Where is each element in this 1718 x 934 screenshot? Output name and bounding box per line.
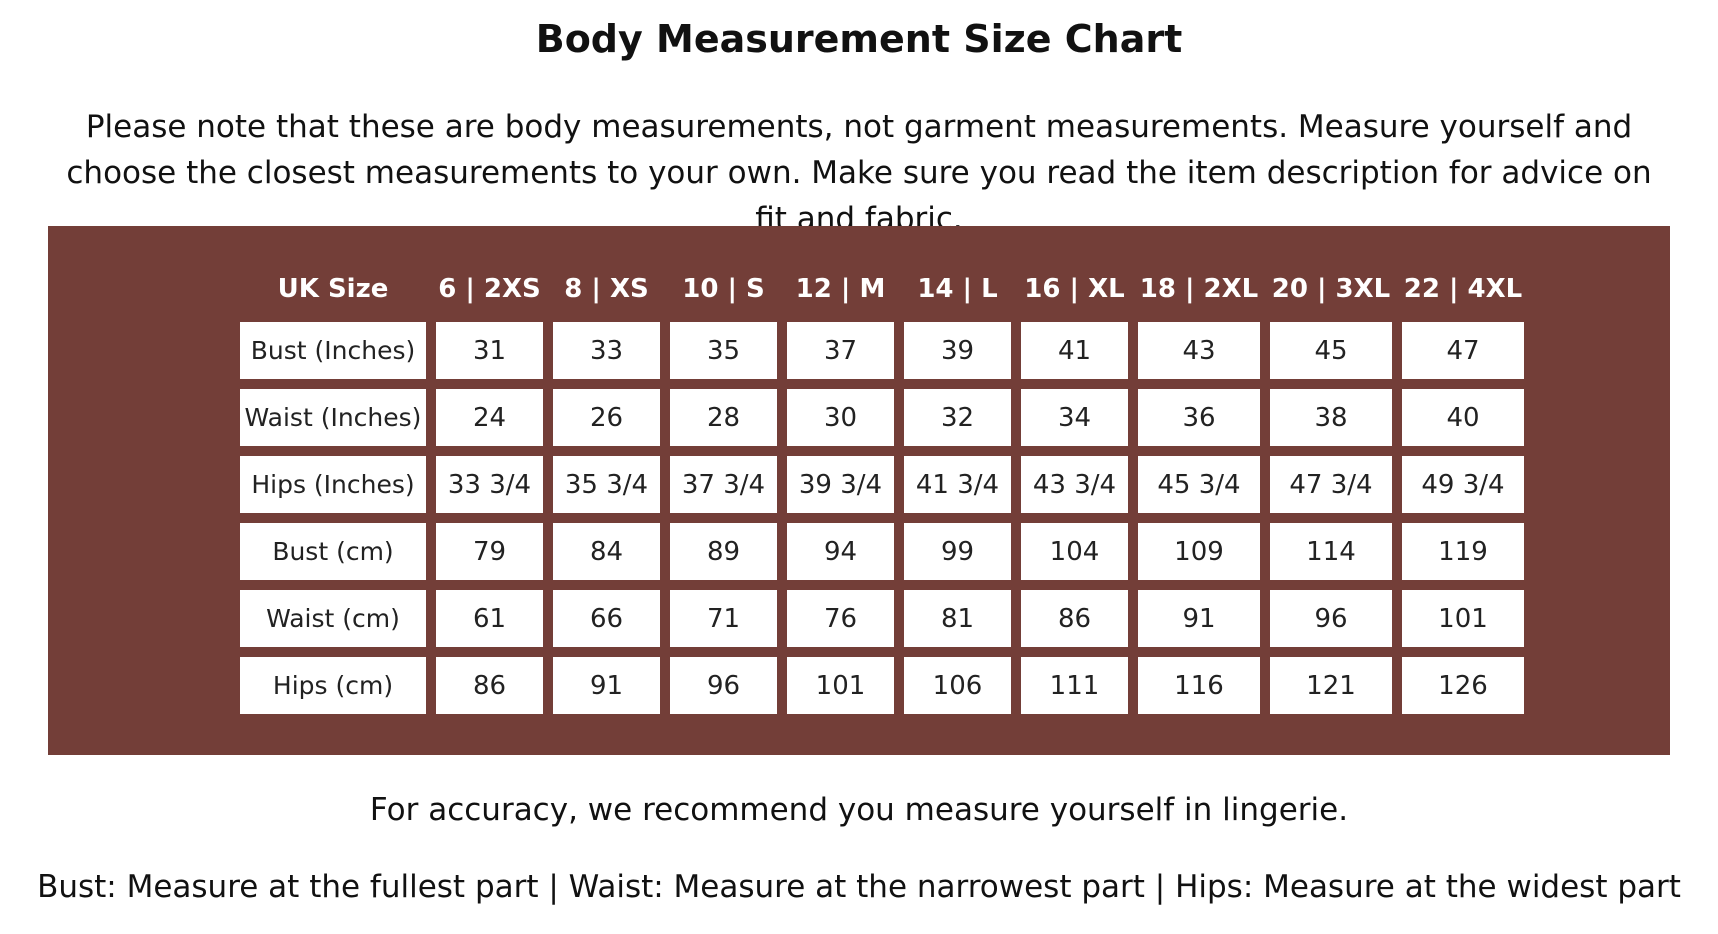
size-chart-table: UK Size 6 | 2XS 8 | XS 10 | S 12 | M 14 … [230,256,1534,724]
table-row: Hips (Inches) 33 3/4 35 3/4 37 3/4 39 3/… [240,456,1524,513]
table-cell: 47 [1402,322,1524,379]
table-cell: 96 [1270,590,1392,647]
table-cell: 96 [670,657,777,714]
table-cell: 91 [553,657,660,714]
header-cell-size: 16 | XL [1024,274,1125,304]
header-cell-size: 12 | M [795,274,886,304]
header-cell-size: 14 | L [917,274,998,304]
table-row: Bust (Inches) 31 33 35 37 39 41 43 45 47 [240,322,1524,379]
table-cell: 40 [1402,389,1524,446]
table-cell: 41 [1021,322,1128,379]
table-row: Hips (cm) 86 91 96 101 106 111 116 121 1… [240,657,1524,714]
header-cell-uk-size: UK Size [277,274,389,304]
table-cell: 81 [904,590,1011,647]
table-cell: 79 [436,523,543,580]
table-cell: 49 3/4 [1402,456,1524,513]
table-cell: 37 [787,322,894,379]
table-cell: 26 [553,389,660,446]
table-row: Bust (cm) 79 84 89 94 99 104 109 114 119 [240,523,1524,580]
table-cell: 99 [904,523,1011,580]
table-cell: 106 [904,657,1011,714]
table-row: Waist (Inches) 24 26 28 30 32 34 36 38 4… [240,389,1524,446]
measuring-guide: Bust: Measure at the fullest part | Wais… [37,869,1681,905]
table-cell: 31 [436,322,543,379]
table-cell: 30 [787,389,894,446]
page-title: Body Measurement Size Chart [535,17,1183,61]
table-header-row: UK Size 6 | 2XS 8 | XS 10 | S 12 | M 14 … [240,266,1524,312]
table-cell: 91 [1138,590,1260,647]
table-cell: 33 3/4 [436,456,543,513]
table-cell: 101 [1402,590,1524,647]
table-cell: 41 3/4 [904,456,1011,513]
intro-text: Please note that these are body measurem… [66,109,1652,237]
header-cell-size: 8 | XS [564,274,649,304]
row-label: Bust (cm) [240,523,426,580]
table-cell: 101 [787,657,894,714]
table-cell: 34 [1021,389,1128,446]
table-cell: 35 3/4 [553,456,660,513]
table-cell: 119 [1402,523,1524,580]
table-cell: 39 3/4 [787,456,894,513]
table-cell: 104 [1021,523,1128,580]
table-cell: 43 [1138,322,1260,379]
table-cell: 32 [904,389,1011,446]
row-label: Waist (Inches) [240,389,426,446]
table-cell: 36 [1138,389,1260,446]
row-label: Hips (Inches) [240,456,426,513]
table-cell: 61 [436,590,543,647]
table-cell: 45 [1270,322,1392,379]
table-cell: 43 3/4 [1021,456,1128,513]
table-cell: 38 [1270,389,1392,446]
table-cell: 47 3/4 [1270,456,1392,513]
table-cell: 45 3/4 [1138,456,1260,513]
table-cell: 37 3/4 [670,456,777,513]
table-cell: 71 [670,590,777,647]
table-cell: 35 [670,322,777,379]
table-cell: 94 [787,523,894,580]
table-cell: 86 [436,657,543,714]
table-cell: 24 [436,389,543,446]
table-row: Waist (cm) 61 66 71 76 81 86 91 96 101 [240,590,1524,647]
table-cell: 28 [670,389,777,446]
table-cell: 116 [1138,657,1260,714]
table-cell: 84 [553,523,660,580]
header-cell-size: 22 | 4XL [1403,274,1523,304]
header-cell-size: 6 | 2XS [438,274,541,304]
header-cell-size: 10 | S [682,274,765,304]
header-cell-size: 18 | 2XL [1139,274,1259,304]
table-cell: 66 [553,590,660,647]
header-cell-size: 20 | 3XL [1271,274,1391,304]
table-cell: 39 [904,322,1011,379]
table-cell: 33 [553,322,660,379]
table-cell: 111 [1021,657,1128,714]
accuracy-note: For accuracy, we recommend you measure y… [369,792,1349,828]
table-cell: 76 [787,590,894,647]
row-label: Bust (Inches) [240,322,426,379]
table-cell: 86 [1021,590,1128,647]
table-cell: 114 [1270,523,1392,580]
table-cell: 89 [670,523,777,580]
table-cell: 126 [1402,657,1524,714]
table-cell: 109 [1138,523,1260,580]
row-label: Hips (cm) [240,657,426,714]
table-cell: 121 [1270,657,1392,714]
size-chart-panel: UK Size 6 | 2XS 8 | XS 10 | S 12 | M 14 … [48,226,1670,755]
row-label: Waist (cm) [240,590,426,647]
